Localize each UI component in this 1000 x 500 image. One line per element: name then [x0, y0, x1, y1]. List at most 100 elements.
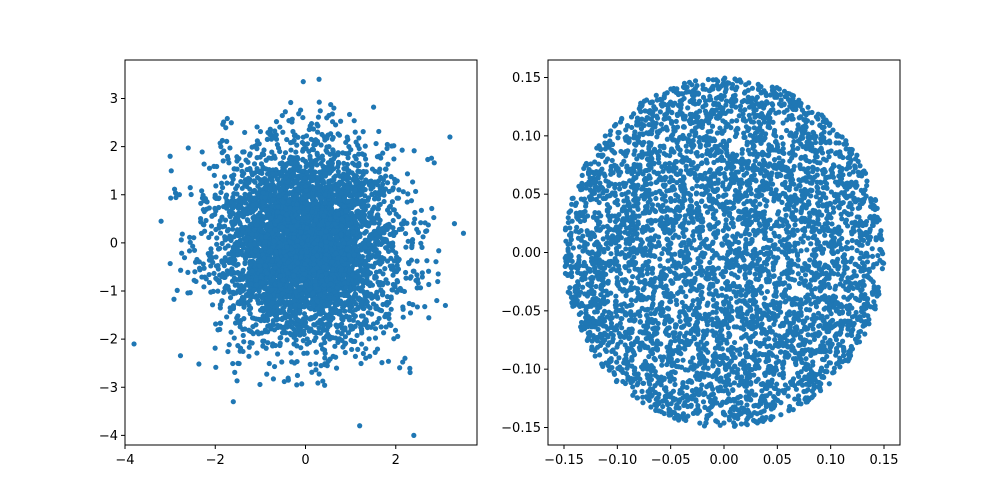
left-scatter-point [230, 226, 236, 232]
left-scatter-point [251, 315, 257, 321]
left-scatter-point [272, 128, 278, 134]
left-scatter-point [294, 372, 301, 379]
left-scatter-point [339, 292, 345, 298]
left-scatter-point [328, 131, 334, 137]
left-scatter-point [345, 155, 351, 161]
left-scatter-point [347, 305, 353, 311]
left-scatter-point [425, 268, 432, 274]
left-scatter-point [360, 267, 367, 273]
left-scatter-point [319, 131, 325, 138]
left-scatter-point [282, 168, 288, 174]
left-scatter-point [313, 161, 319, 167]
left-scatter-point [206, 271, 212, 278]
left-scatter-point [358, 302, 364, 308]
left-scatter-point [228, 269, 234, 275]
left-scatter-point [355, 208, 361, 214]
left-scatter-point [350, 338, 356, 345]
left-scatter-point [316, 99, 322, 105]
left-scatter-point [209, 302, 216, 308]
left-scatter-point [376, 153, 382, 159]
left-scatter-point [344, 134, 350, 140]
left-scatter-point [265, 298, 271, 304]
left-scatter-point [394, 277, 400, 284]
left-scatter-point [343, 340, 349, 346]
left-scatter-point [419, 270, 425, 276]
left-scatter-point [220, 158, 226, 164]
left-scatter-point [383, 324, 389, 330]
left-scatter-point [231, 166, 237, 172]
left-scatter-point [410, 179, 416, 185]
left-scatter-point [263, 157, 269, 163]
left-scatter-point [342, 166, 348, 172]
left-scatter-point [352, 286, 358, 292]
left-scatter-point [323, 228, 329, 234]
left-scatter-point [313, 245, 319, 251]
left-scatter-point [363, 169, 369, 175]
left-scatter-point [270, 171, 276, 177]
left-scatter-point [414, 226, 420, 232]
left-scatter-point [431, 214, 437, 221]
left-scatter-point [178, 267, 184, 273]
left-scatter-point [301, 331, 307, 337]
left-scatter-point [354, 279, 360, 285]
left-scatter-point [373, 305, 379, 311]
left-scatter-point [236, 155, 242, 162]
left-scatter-point [304, 170, 310, 176]
left-scatter-point [291, 341, 297, 347]
left-scatter-point [355, 346, 361, 352]
left-scatter-point [340, 181, 346, 187]
left-scatter-point [220, 224, 226, 230]
left-scatter-point [381, 330, 387, 336]
left-scatter-point [414, 258, 420, 264]
left-scatter-point [422, 304, 428, 310]
left-scatter-point [288, 350, 294, 356]
left-scatter-point [269, 300, 276, 306]
left-scatter-point [307, 306, 314, 312]
left-scatter-point [436, 248, 442, 254]
left-scatter-point [364, 324, 371, 331]
left-scatter-point [301, 304, 307, 310]
left-scatter-point [351, 299, 357, 305]
left-scatter-point [299, 291, 305, 297]
left-scatter-point [218, 189, 224, 196]
left-scatter-point [277, 124, 283, 130]
left-scatter-point [413, 277, 419, 284]
left-scatter-point [173, 194, 179, 201]
left-scatter-point [216, 279, 222, 285]
left-scatter-point [219, 137, 225, 144]
left-scatter-point [326, 321, 332, 327]
left-scatter-point [222, 234, 228, 240]
left-scatter-point [253, 282, 260, 288]
left-scatter-point [213, 183, 219, 189]
left-scatter-point [235, 343, 241, 349]
left-scatter-point [324, 135, 330, 141]
left-scatter-point [344, 185, 351, 191]
left-scatter-point [355, 168, 361, 174]
left-scatter-point [368, 186, 374, 192]
left-scatter-point [414, 285, 420, 291]
left-scatter-point [350, 229, 356, 235]
left-scatter-point [191, 247, 198, 253]
left-scatter-point [389, 199, 395, 205]
left-scatter-point [317, 222, 324, 228]
left-scatter-point [243, 237, 249, 243]
left-scatter-point [282, 150, 289, 156]
left-scatter-point [399, 147, 405, 153]
left-scatter-point [266, 323, 272, 329]
left-scatter-point [296, 111, 302, 117]
left-scatter-point [314, 121, 320, 127]
left-scatter-point [310, 126, 317, 132]
left-scatter-point [358, 223, 364, 229]
left-scatter-point [351, 118, 357, 124]
left-scatter-point [370, 321, 377, 327]
left-scatter-point [274, 303, 280, 309]
left-scatter-point [270, 376, 277, 382]
left-scatter-point [322, 339, 328, 346]
left-scatter-point [403, 244, 409, 250]
left-scatter-point [334, 285, 340, 291]
left-scatter-point [254, 155, 260, 161]
left-scatter-point [288, 313, 294, 319]
left-scatter-point [412, 216, 418, 222]
left-scatter-point [260, 313, 266, 319]
